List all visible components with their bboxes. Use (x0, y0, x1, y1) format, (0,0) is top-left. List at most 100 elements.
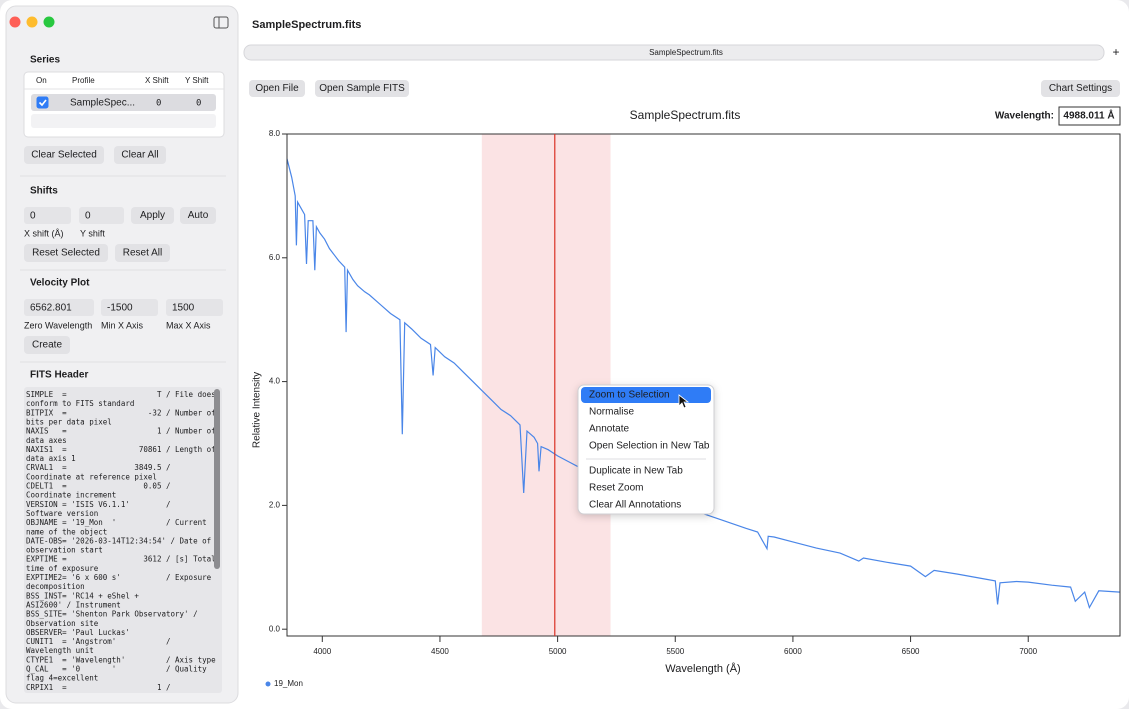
fits-line: CRVAL1 = 3849.5 / (26, 463, 171, 472)
minimize-button[interactable] (26, 16, 38, 28)
fits-line: data axis 1 (26, 454, 76, 463)
apply-button-label: Apply (140, 210, 165, 221)
checkmark (38, 99, 47, 107)
apply-button[interactable] (131, 207, 174, 224)
clear-selected-button-label: Clear Selected (31, 150, 97, 161)
fits-line: Wavelength unit (26, 646, 94, 655)
fits-line: CRPIX1 = 1 / (26, 683, 171, 692)
y-tick-label: 8.0 (269, 129, 281, 138)
field-label: Max X Axis (166, 320, 211, 330)
velocity-field[interactable] (24, 299, 94, 316)
mouse-pointer (678, 394, 690, 409)
column-header: X Shift (145, 76, 169, 85)
x-shift-field[interactable] (24, 207, 71, 224)
field-label: X shift (Å) (24, 228, 64, 238)
field-label: Min X Axis (101, 320, 144, 330)
x-tick-label: 7000 (1019, 647, 1037, 656)
clear-selected-button[interactable] (24, 146, 104, 164)
velocity-field-value: 6562.801 (30, 303, 72, 314)
y-shift-value: 0 (196, 99, 201, 109)
fits-line: Software version (26, 509, 98, 518)
fits-line: Observation site (26, 619, 99, 628)
fits-line: Coordinate increment (26, 491, 116, 500)
series-row[interactable] (31, 94, 216, 111)
legend-label: 19_Mon (274, 679, 303, 688)
fits-line: EXPTIME2= '6 x 600 s' / Exposure (26, 573, 212, 582)
fits-line: OBSERVER= 'Paul Luckas' (26, 628, 130, 637)
menu-item[interactable]: Open Selection in New Tab (589, 441, 710, 452)
y-tick-label: 6.0 (269, 253, 281, 262)
reset-selected-button-label: Reset Selected (32, 248, 100, 259)
clear-all-button-label: Clear All (121, 150, 158, 161)
fits-line: data axes (26, 436, 67, 445)
fits-line: CDELT1 = 0.05 / (26, 482, 171, 491)
x-axis-label: Wavelength (Å) (665, 662, 740, 675)
fits-line: BSS_INST= 'RC14 + eShel + (26, 591, 139, 600)
menu-item[interactable]: Annotate (589, 424, 629, 435)
zoom-button[interactable] (43, 16, 55, 28)
x-tick-label: 4500 (431, 647, 449, 656)
y-tick-label: 0.0 (269, 624, 281, 633)
menu-item[interactable]: Clear All Annotations (589, 500, 681, 511)
y-shift-field-value: 0 (85, 211, 91, 222)
fits-line: ASI2600' / Instrument (26, 600, 121, 609)
auto-button-label: Auto (188, 210, 209, 221)
x-tick-label: 5500 (666, 647, 684, 656)
sidebar-toggle[interactable] (213, 16, 229, 29)
fits-line: Coordinate at reference pixel (26, 472, 157, 481)
velocity-field-value: 1500 (172, 303, 195, 314)
reset-selected-button[interactable] (24, 244, 108, 262)
velocity-field[interactable] (166, 299, 223, 316)
fits-line: NAXIS = 1 / Number of (26, 427, 216, 436)
fits-line: name of the object (26, 527, 107, 536)
x-shift-field-value: 0 (30, 211, 36, 222)
fits-line: BSS_SITE= 'Shenton Park Observatory' / (26, 610, 198, 619)
column-header: Y Shift (185, 76, 209, 85)
section-heading: Series (30, 55, 60, 66)
menu-item[interactable]: Normalise (589, 407, 634, 418)
menu-item[interactable]: Reset Zoom (589, 483, 643, 494)
fits-line: time of exposure (26, 564, 99, 573)
open-file-button[interactable] (249, 80, 305, 97)
chart-settings-button-label: Chart Settings (1049, 83, 1112, 94)
auto-button[interactable] (180, 207, 216, 224)
y-axis-label: Relative Intensity (252, 372, 263, 448)
fits-line: CTYPE1 = 'Wavelength' / Axis type (26, 655, 216, 664)
scrollbar (214, 389, 220, 569)
spectrum-line (286, 158, 1121, 610)
reset-all-button[interactable] (115, 244, 170, 262)
velocity-field[interactable] (101, 299, 158, 316)
column-header: On (36, 76, 47, 85)
open-sample-button[interactable] (315, 80, 409, 97)
y-shift-field[interactable] (79, 207, 124, 224)
new-tab-button: + (1112, 45, 1119, 59)
menu-item[interactable]: Zoom to Selection (589, 390, 670, 401)
menu-highlight (581, 387, 711, 403)
menu-item[interactable]: Duplicate in New Tab (589, 466, 683, 477)
chart-settings-button[interactable] (1041, 80, 1120, 97)
close-button[interactable] (9, 16, 21, 28)
fits-line: CUNIT1 = 'Angstrom' / (26, 637, 171, 646)
legend-marker (265, 681, 271, 687)
reset-all-button-label: Reset All (123, 248, 162, 259)
open-sample-button-label: Open Sample FITS (319, 83, 405, 94)
fits-line: VERSION = 'ISIS V6.1.1' / (26, 500, 171, 509)
checkbox[interactable] (36, 96, 49, 109)
column-header: Profile (72, 76, 95, 85)
x-tick-label: 6000 (784, 647, 802, 656)
clear-all-button[interactable] (114, 146, 166, 164)
x-tick-label: 4000 (313, 647, 331, 656)
window-title: SampleSpectrum.fits (252, 19, 361, 31)
readout-box (1058, 106, 1121, 126)
x-shift-value: 0 (156, 99, 161, 109)
field-label: Y shift (80, 228, 105, 238)
create-button-label: Create (32, 340, 62, 351)
fits-line: decomposition (26, 582, 85, 591)
readout-label: Wavelength: (995, 111, 1054, 122)
readout-value: 4988.011 Å (1063, 109, 1114, 122)
fits-line: DATE-OBS= '2026-03-14T12:34:54' / Date o… (26, 536, 211, 545)
create-button[interactable] (24, 336, 70, 354)
fits-line: bits per data pixel (26, 417, 112, 426)
fits-line: conform to FITS standard (26, 399, 134, 408)
